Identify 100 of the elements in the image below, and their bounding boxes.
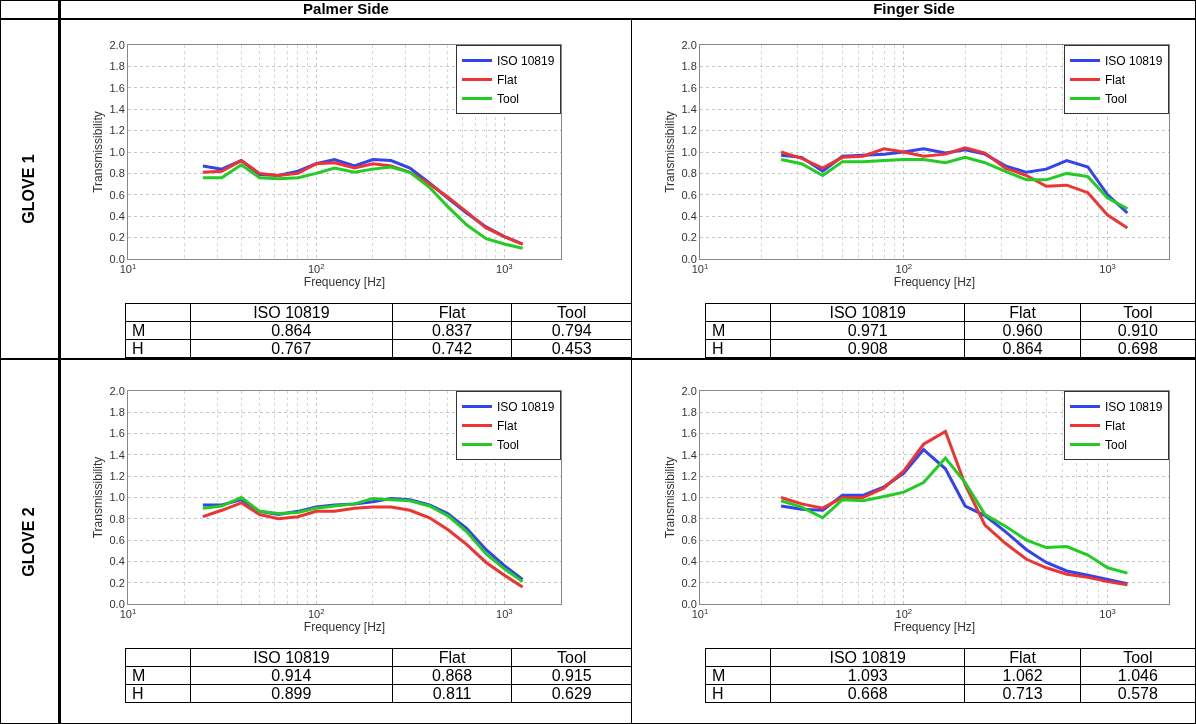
y-tick-label: 1.6 xyxy=(681,81,697,94)
text: 0.899 xyxy=(271,685,312,702)
text: 1.093 xyxy=(847,667,888,684)
text: 0.453 xyxy=(551,340,592,357)
category-label: H xyxy=(712,340,724,357)
chart-title: Finger Side xyxy=(872,0,956,19)
y-tick-label: 2.0 xyxy=(109,38,125,51)
y-tick-label: 0.4 xyxy=(109,555,125,568)
x-axis-title: Frequency [Hz] xyxy=(303,620,386,635)
text: 1.062 xyxy=(1002,667,1043,684)
y-axis-title: Transmissibility xyxy=(662,456,677,539)
legend-label: ISO 10819 xyxy=(497,400,555,415)
category-label: ISO 10819 xyxy=(190,648,393,667)
category-label: Tool xyxy=(511,303,632,322)
legend-label: ISO 10819 xyxy=(1105,400,1163,415)
y-tick-label: 1.8 xyxy=(681,406,697,419)
y-tick-label: 1.6 xyxy=(109,81,125,94)
x-axis-title: Frequency [Hz] xyxy=(303,275,386,290)
y-tick-label: 1.2 xyxy=(681,124,697,137)
legend-label: Flat xyxy=(497,73,518,88)
category-label: M xyxy=(712,322,726,339)
text: 0.908 xyxy=(847,340,888,357)
text: 0.742 xyxy=(432,340,473,357)
legend-label: ISO 10819 xyxy=(1105,54,1163,69)
y-tick-label: 0.6 xyxy=(681,188,697,201)
y-tick-label: 0.8 xyxy=(681,512,697,525)
category-label: M xyxy=(132,667,146,684)
y-tick-label: 0.6 xyxy=(109,188,125,201)
y-tick-label: 0.8 xyxy=(681,167,697,180)
category-label: Tool xyxy=(1080,648,1196,667)
text: GLOVE 1 xyxy=(20,154,38,224)
text: 0.868 xyxy=(432,667,473,684)
text: 0.864 xyxy=(1002,340,1043,357)
y-tick-label: 0.2 xyxy=(681,231,697,244)
y-axis-title: Transmissibility xyxy=(662,111,677,193)
legend-label: Tool xyxy=(1105,438,1128,453)
text: 0.915 xyxy=(551,667,592,684)
text: 0.668 xyxy=(847,685,888,702)
y-tick-label: 0.0 xyxy=(681,252,697,265)
text: 0.713 xyxy=(1002,685,1043,702)
y-tick-label: 0.6 xyxy=(681,533,697,546)
y-tick-label: 1.0 xyxy=(109,491,125,504)
category-label: Flat xyxy=(392,303,512,322)
category-label: ISO 10819 xyxy=(190,303,393,322)
y-tick-label: 2.0 xyxy=(109,384,125,397)
text: 0.971 xyxy=(847,322,888,339)
category-label: M xyxy=(132,322,146,339)
text: 0.811 xyxy=(432,685,472,702)
text: 0.910 xyxy=(1117,322,1158,339)
x-tick-label: 10$^{2}$ xyxy=(895,606,913,621)
y-tick-label: 0.2 xyxy=(109,231,125,244)
y-tick-label: 1.2 xyxy=(109,124,125,137)
text: 0.629 xyxy=(551,685,592,702)
text: 0.794 xyxy=(551,322,592,339)
x-tick-label: 10$^{3}$ xyxy=(496,261,513,276)
y-tick-label: 0.8 xyxy=(109,167,125,180)
y-tick-label: 0.4 xyxy=(681,210,697,223)
y-tick-label: 1.8 xyxy=(109,406,125,419)
y-tick-label: 1.8 xyxy=(109,60,125,73)
y-tick-label: 1.4 xyxy=(109,103,125,116)
text: 0.960 xyxy=(1002,322,1043,339)
y-tick-label: 1.0 xyxy=(109,145,125,158)
y-tick-label: 1.4 xyxy=(109,448,125,461)
y-axis-title: Transmissibility xyxy=(90,111,105,193)
legend-label: Tool xyxy=(497,438,520,453)
y-tick-label: 0.0 xyxy=(109,597,125,610)
y-tick-label: 1.2 xyxy=(681,470,697,483)
category-label: ISO 10819 xyxy=(770,648,965,667)
x-axis-title: Frequency [Hz] xyxy=(893,620,976,635)
text: 0.864 xyxy=(271,322,312,339)
legend-label: Tool xyxy=(497,92,520,107)
y-tick-label: 2.0 xyxy=(681,384,697,397)
text: 0.914 xyxy=(271,667,312,684)
x-tick-label: 10$^{2}$ xyxy=(307,261,325,276)
x-tick-label: 10$^{3}$ xyxy=(1099,606,1116,621)
category-label: H xyxy=(132,340,144,357)
x-tick-label: 10$^{3}$ xyxy=(1099,261,1116,276)
y-tick-label: 0.2 xyxy=(109,576,125,589)
text: 0.767 xyxy=(271,340,312,357)
text: 0.578 xyxy=(1117,685,1158,702)
y-tick-label: 0.8 xyxy=(109,512,125,525)
y-tick-label: 0.4 xyxy=(109,210,125,223)
text: GLOVE 2 xyxy=(20,507,38,577)
category-label: H xyxy=(132,685,144,702)
category-label: M xyxy=(712,667,726,684)
legend-label: Flat xyxy=(1105,419,1126,434)
y-tick-label: 1.6 xyxy=(681,427,697,440)
y-tick-label: 0.6 xyxy=(109,533,125,546)
category-label: ISO 10819 xyxy=(770,303,965,322)
x-tick-label: 10$^{2}$ xyxy=(895,261,913,276)
y-tick-label: 1.4 xyxy=(681,448,697,461)
legend-label: Flat xyxy=(497,419,518,434)
text: 0.698 xyxy=(1117,340,1158,357)
y-axis-title: Transmissibility xyxy=(90,456,105,539)
category-label: H xyxy=(712,685,724,702)
y-tick-label: 1.0 xyxy=(681,491,697,504)
legend-label: Tool xyxy=(1105,92,1128,107)
text: 1.046 xyxy=(1117,667,1158,684)
y-tick-label: 0.0 xyxy=(109,252,125,265)
y-tick-label: 1.8 xyxy=(681,60,697,73)
